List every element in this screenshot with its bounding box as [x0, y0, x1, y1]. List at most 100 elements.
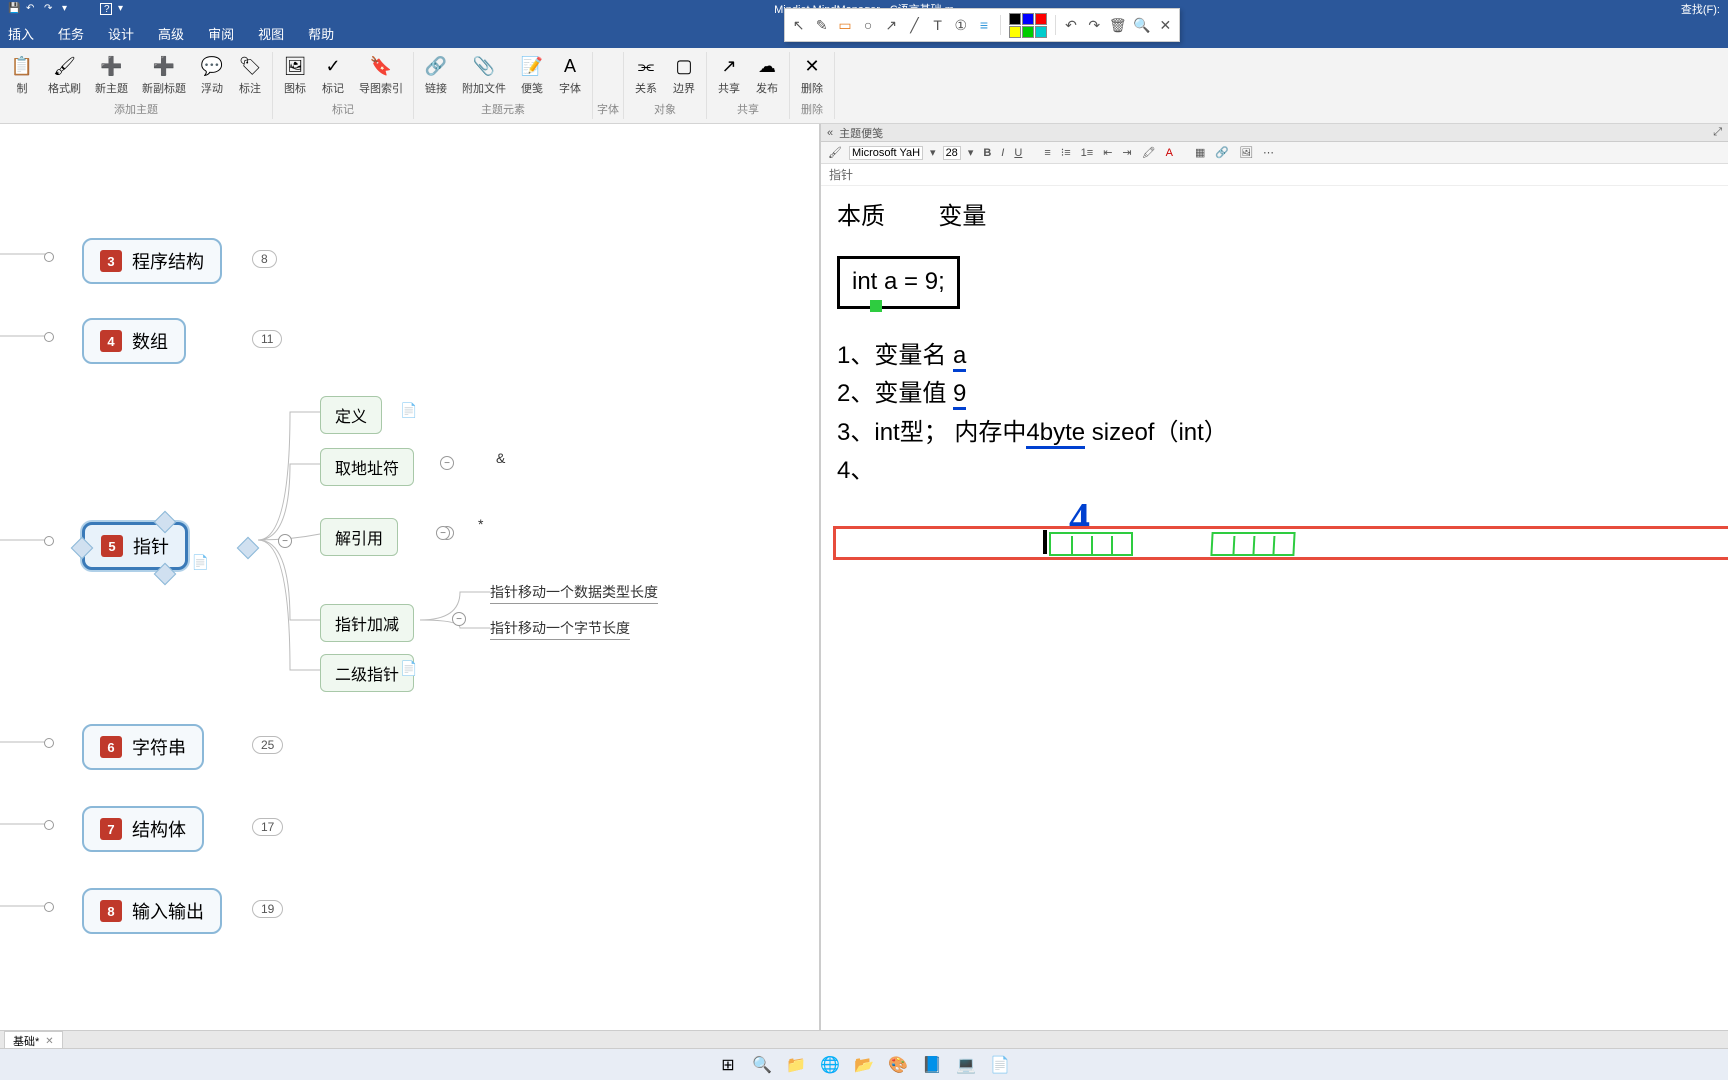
underline-icon[interactable]: U: [1011, 146, 1025, 160]
node-badge[interactable]: 11: [252, 330, 282, 348]
rect-icon[interactable]: ▭: [837, 17, 852, 33]
color-black[interactable]: [1009, 13, 1021, 25]
color-red[interactable]: [1035, 13, 1047, 25]
menu-view[interactable]: 视图: [258, 24, 284, 43]
italic-icon[interactable]: I: [998, 146, 1007, 160]
subnode-icon[interactable]: 📄: [400, 402, 417, 419]
menu-review[interactable]: 审阅: [208, 24, 234, 43]
mindmap-subnode[interactable]: 指针加减: [320, 604, 414, 642]
ribbon-button[interactable]: 🔗链接: [418, 52, 454, 98]
pen-icon[interactable]: ✎: [814, 17, 829, 33]
align-left-icon[interactable]: ≡: [1041, 146, 1053, 160]
subnode-icon[interactable]: 📄: [400, 660, 417, 677]
collapse-icon[interactable]: «: [827, 127, 833, 139]
taskbar-icon[interactable]: 📄: [986, 1051, 1014, 1079]
undo-icon[interactable]: ↶: [26, 3, 38, 15]
save-icon[interactable]: 💾: [8, 3, 20, 15]
taskbar-icon[interactable]: 🔍: [748, 1051, 776, 1079]
ribbon-button[interactable]: 🖌格式刷: [42, 52, 87, 98]
dropdown2-icon[interactable]: ▾: [118, 3, 130, 15]
ribbon-button[interactable]: 🖼图标: [277, 52, 313, 98]
more-icon[interactable]: ⋯: [1260, 145, 1277, 160]
indent-icon[interactable]: ⇥: [1119, 145, 1134, 160]
ribbon-button[interactable]: 💬浮动: [194, 52, 230, 98]
ribbon-button[interactable]: ▢边界: [666, 52, 702, 98]
fontcolor-icon[interactable]: A: [1163, 146, 1176, 160]
node-badge[interactable]: 19: [252, 900, 283, 918]
color-cyan[interactable]: [1035, 26, 1047, 38]
text-icon[interactable]: T: [930, 17, 945, 33]
ribbon-button[interactable]: 📎附加文件: [456, 52, 512, 98]
notes-content[interactable]: 本质 变量 int a = 9; 1、变量名 a2、变量值 93、int型； 内…: [821, 186, 1728, 1030]
color-blue[interactable]: [1022, 13, 1034, 25]
tab-close-icon[interactable]: ✕: [45, 1036, 53, 1047]
mindmap-node[interactable]: 5指针📄: [82, 522, 188, 570]
trash-icon[interactable]: 🗑: [1110, 17, 1126, 33]
ribbon-button[interactable]: ➕新主题: [89, 52, 134, 98]
menu-task[interactable]: 任务: [58, 24, 84, 43]
mindmap-node[interactable]: 7结构体: [82, 806, 204, 852]
taskbar-icon[interactable]: 🎨: [884, 1051, 912, 1079]
mindmap-subnode[interactable]: 解引用: [320, 518, 398, 556]
circle-icon[interactable]: ○: [861, 17, 876, 33]
help-icon[interactable]: ?: [100, 3, 112, 15]
collapse-toggle[interactable]: −: [440, 456, 454, 470]
ribbon-button[interactable]: ⫘关系: [628, 52, 664, 98]
menu-help[interactable]: 帮助: [308, 24, 334, 43]
ribbon-button[interactable]: ✓标记: [315, 52, 351, 98]
image-icon[interactable]: 🖼: [1236, 145, 1256, 160]
collapse-toggle[interactable]: −: [452, 612, 466, 626]
arrow-icon[interactable]: ↗: [884, 17, 899, 33]
note-icon[interactable]: 📄: [192, 554, 209, 571]
font-dropdown-icon[interactable]: ▾: [927, 145, 939, 160]
size-dropdown-icon[interactable]: ▾: [965, 145, 977, 160]
ribbon-button[interactable]: 🏷标注: [232, 52, 268, 98]
taskbar-icon[interactable]: 📘: [918, 1051, 946, 1079]
menu-advanced[interactable]: 高级: [158, 24, 184, 43]
collapse-toggle[interactable]: −: [436, 526, 450, 540]
color-green[interactable]: [1022, 26, 1034, 38]
taskbar-icon[interactable]: 💻: [952, 1051, 980, 1079]
ribbon-button[interactable]: ✕删除: [794, 52, 830, 98]
redo-icon[interactable]: ↷: [44, 3, 56, 15]
ribbon-button[interactable]: A字体: [552, 52, 588, 98]
redo2-icon[interactable]: ↷: [1087, 17, 1102, 33]
menu-insert[interactable]: 插入: [8, 24, 34, 43]
line-icon[interactable]: ╱: [907, 17, 922, 33]
menu-design[interactable]: 设计: [108, 24, 134, 43]
ribbon-button[interactable]: ↗共享: [711, 52, 747, 98]
pointer-icon[interactable]: ↖: [791, 17, 806, 33]
size-select[interactable]: 28: [943, 146, 961, 160]
ribbon-button[interactable]: ➕新副标题: [136, 52, 192, 98]
brush-icon[interactable]: 🖌: [825, 145, 845, 160]
numbered-icon[interactable]: 1≡: [1078, 146, 1097, 160]
search2-icon[interactable]: 🔍: [1134, 17, 1150, 33]
taskbar-icon[interactable]: 🌐: [816, 1051, 844, 1079]
link-icon[interactable]: 🔗: [1212, 145, 1232, 160]
taskbar-icon[interactable]: 📂: [850, 1051, 878, 1079]
annotation-toolbar[interactable]: ↖ ✎ ▭ ○ ↗ ╱ T ① ≡ ↶ ↷ 🗑 🔍 ✕: [784, 8, 1180, 42]
ribbon-button[interactable]: 📝便笺: [514, 52, 550, 98]
bold-icon[interactable]: B: [980, 146, 994, 160]
mindmap-node[interactable]: 6字符串: [82, 724, 204, 770]
ribbon-button[interactable]: ☁发布: [749, 52, 785, 98]
mindmap-panel[interactable]: 3程序结构84数组115指针📄−6字符串257结构体178输入输出19定义📄取地…: [0, 124, 820, 1030]
highlight-icon[interactable]: ≡: [976, 17, 991, 33]
mindmap-subnode[interactable]: 定义: [320, 396, 382, 434]
font-select[interactable]: Microsoft YaH: [849, 146, 923, 160]
collapse-toggle[interactable]: −: [278, 534, 292, 548]
mindmap-subnode[interactable]: 取地址符: [320, 448, 414, 486]
leaf-node[interactable]: 指针移动一个字节长度: [490, 618, 630, 640]
node-badge[interactable]: 25: [252, 736, 283, 754]
taskbar-icon[interactable]: ⊞: [714, 1051, 742, 1079]
node-badge[interactable]: 8: [252, 250, 277, 268]
color-yellow[interactable]: [1009, 26, 1021, 38]
close-icon[interactable]: ✕: [1158, 17, 1173, 33]
mindmap-node[interactable]: 3程序结构: [82, 238, 222, 284]
undo2-icon[interactable]: ↶: [1063, 17, 1078, 33]
mindmap-node[interactable]: 8输入输出: [82, 888, 222, 934]
ribbon-button[interactable]: 🔖导图索引: [353, 52, 409, 98]
color-palette[interactable]: [1009, 13, 1047, 38]
ribbon-button[interactable]: 📋制: [4, 52, 40, 98]
number-icon[interactable]: ①: [953, 17, 968, 33]
